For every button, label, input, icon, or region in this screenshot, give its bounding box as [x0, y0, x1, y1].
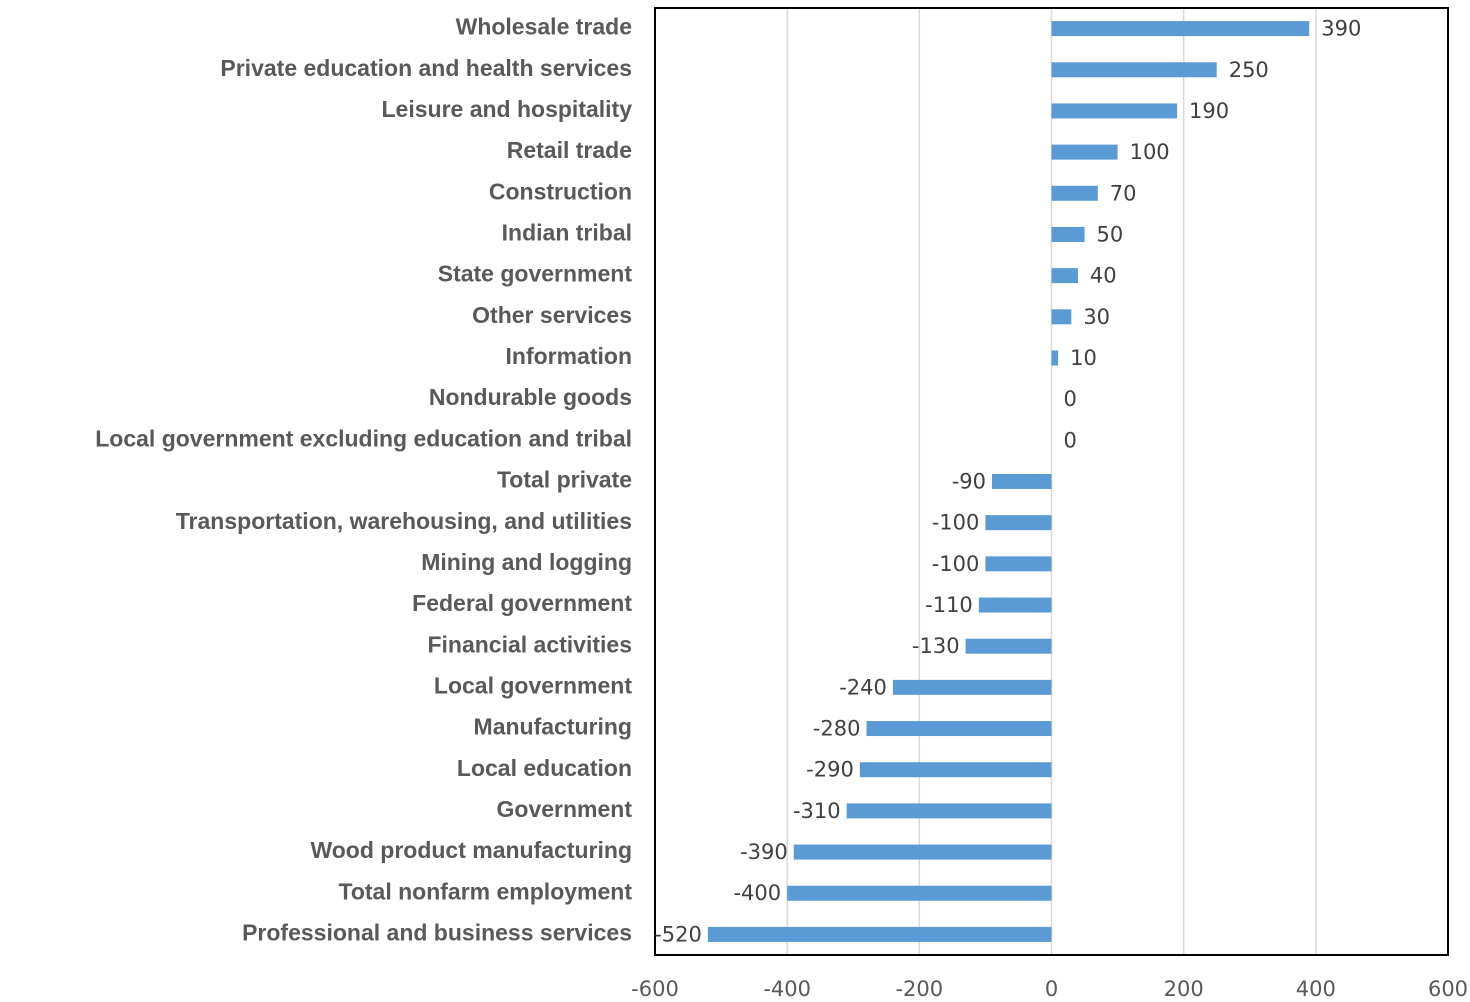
- y-tick-label: Information: [506, 343, 633, 369]
- data-label: 100: [1130, 140, 1170, 164]
- data-label: 250: [1229, 58, 1269, 82]
- bar: [707, 926, 1052, 942]
- bar: [1051, 62, 1217, 78]
- y-tick-label: Transportation, warehousing, and utiliti…: [176, 508, 632, 534]
- bar: [787, 885, 1052, 901]
- y-tick-label: Mining and logging: [421, 549, 632, 575]
- y-tick-label: Federal government: [412, 590, 632, 616]
- data-label: 190: [1189, 99, 1229, 123]
- y-tick-label: Total nonfarm employment: [339, 878, 633, 904]
- plot-frame: [654, 7, 1449, 956]
- data-label: -100: [932, 511, 980, 535]
- y-tick-label: Indian tribal: [502, 220, 632, 246]
- bar: [1051, 309, 1072, 325]
- data-label: 10: [1070, 346, 1097, 370]
- data-label: -90: [952, 470, 986, 494]
- x-tick-label: -600: [631, 977, 679, 1001]
- bar: [1051, 350, 1059, 366]
- bar: [985, 515, 1052, 531]
- x-tick-label: 600: [1428, 977, 1468, 1001]
- bar: [1051, 226, 1085, 242]
- y-tick-label: State government: [438, 261, 633, 287]
- data-label: 70: [1110, 181, 1137, 205]
- y-tick-label: Wood product manufacturing: [310, 837, 632, 863]
- y-tick-label: Professional and business services: [242, 919, 632, 945]
- data-label: 50: [1097, 222, 1124, 246]
- x-tick-label: -200: [895, 977, 943, 1001]
- data-label: 40: [1090, 264, 1117, 288]
- bar: [866, 721, 1052, 737]
- y-tick-label: Wholesale trade: [456, 14, 632, 40]
- data-label: -310: [793, 799, 841, 823]
- bar: [992, 474, 1052, 489]
- y-tick-label: Local government excluding education and…: [95, 425, 632, 451]
- bar: [978, 597, 1052, 613]
- x-tick-label: 200: [1164, 977, 1204, 1001]
- bar: [965, 638, 1052, 654]
- data-label: -240: [839, 675, 887, 699]
- data-label: -400: [733, 881, 781, 905]
- y-tick-label: Leisure and hospitality: [382, 96, 633, 122]
- y-tick-label: Financial activities: [427, 631, 632, 657]
- y-tick-label: Nondurable goods: [429, 384, 632, 410]
- bar: [1051, 144, 1118, 160]
- data-label: 30: [1083, 305, 1110, 329]
- bar: [859, 762, 1052, 778]
- data-label: -290: [806, 758, 854, 782]
- x-tick-label: -400: [763, 977, 811, 1001]
- bar: [892, 679, 1052, 695]
- bar: [1051, 103, 1178, 119]
- data-label: -390: [740, 840, 788, 864]
- bar: [793, 844, 1052, 860]
- data-label: 390: [1321, 17, 1361, 41]
- data-label: -130: [912, 634, 960, 658]
- bar: [985, 556, 1052, 572]
- bar: [1051, 21, 1310, 37]
- y-tick-label: Construction: [489, 178, 632, 204]
- data-label: -100: [932, 552, 980, 576]
- x-tick-label: 0: [1045, 977, 1058, 1001]
- y-tick-label: Local government: [434, 672, 632, 698]
- data-label: -280: [813, 717, 861, 741]
- data-label: -520: [654, 922, 702, 946]
- y-tick-label: Local education: [457, 755, 632, 781]
- bar: [846, 803, 1052, 819]
- y-tick-label: Other services: [472, 302, 632, 328]
- y-tick-label: Retail trade: [507, 137, 632, 163]
- data-label: 0: [1064, 428, 1077, 452]
- data-label: 0: [1064, 387, 1077, 411]
- y-tick-label: Total private: [497, 467, 632, 493]
- bar: [1051, 268, 1078, 284]
- y-tick-label: Private education and health services: [220, 55, 632, 81]
- bar: [1051, 185, 1098, 201]
- y-tick-label: Manufacturing: [474, 714, 632, 740]
- x-tick-label: 400: [1296, 977, 1336, 1001]
- y-tick-label: Government: [497, 796, 633, 822]
- data-label: -110: [925, 593, 973, 617]
